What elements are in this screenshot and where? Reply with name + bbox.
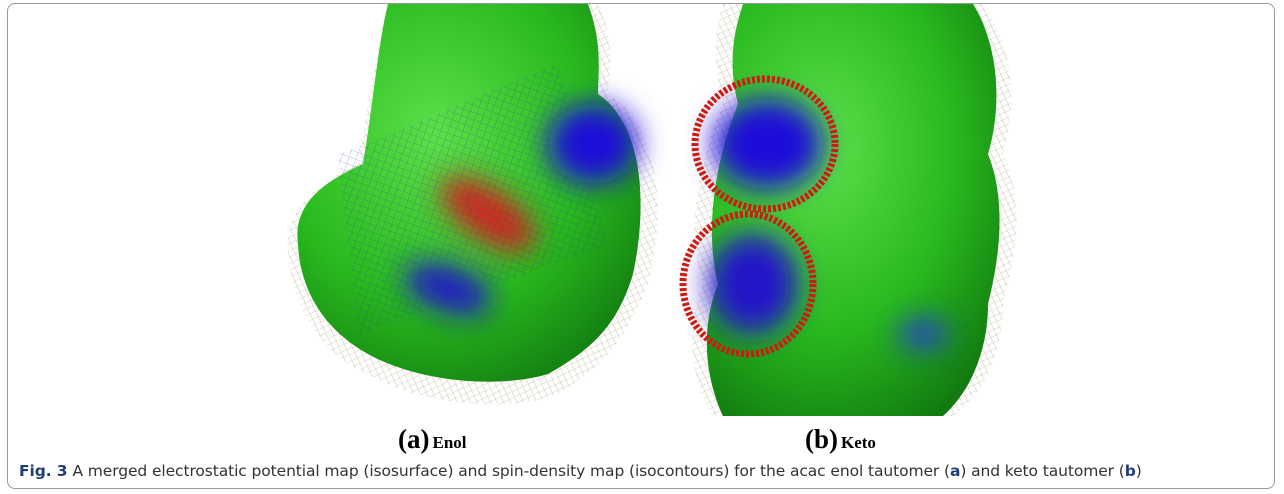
panel-letter: (a): [398, 424, 429, 454]
caption-text: ): [1136, 462, 1142, 480]
caption-ref: b: [1125, 462, 1136, 480]
panel-name: Keto: [841, 433, 876, 452]
enol-molecule: [288, 4, 658, 404]
panel-label: (b)Keto: [805, 424, 876, 455]
panel-letter: (b): [805, 424, 838, 454]
figure-box: (a)Enol (b)Keto Fig. 3 A merged electrost…: [7, 3, 1275, 489]
panel-name: Enol: [432, 433, 466, 452]
caption-text: ) and keto tautomer (: [960, 462, 1124, 480]
caption: Fig. 3 A merged electrostatic potential m…: [19, 462, 1142, 480]
caption-label: Fig. 3: [19, 462, 67, 480]
caption-text: A merged electrostatic potential map (is…: [72, 462, 949, 480]
keto-molecule: [683, 4, 1017, 416]
caption-ref: a: [950, 462, 960, 480]
figure-image: [278, 4, 1028, 416]
panel-label: (a)Enol: [398, 424, 467, 455]
page: (a)Enol (b)Keto Fig. 3 A merged electrost…: [0, 0, 1284, 494]
